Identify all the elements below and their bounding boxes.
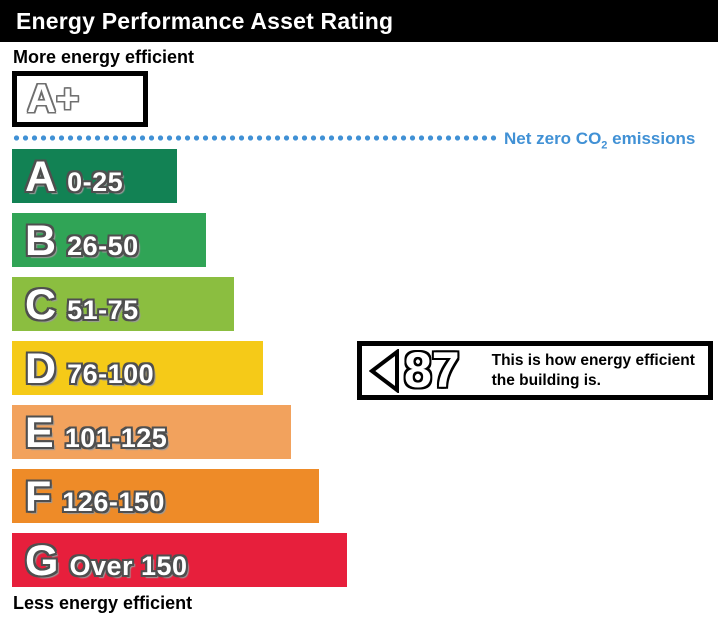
- band-d-range: 76-100: [67, 359, 155, 389]
- band-f-letter: F: [25, 473, 52, 521]
- net-zero-dotted-line: [12, 133, 499, 141]
- less-efficient-label: Less energy efficient: [13, 593, 193, 613]
- chart-title-bar: Energy Performance Asset Rating: [0, 0, 718, 42]
- band-e-bar: E 101-125: [12, 405, 291, 459]
- band-d-letter: D: [25, 345, 57, 393]
- band-a-plus-label: A+: [27, 77, 80, 121]
- more-efficient-label: More energy efficient: [13, 47, 195, 67]
- band-a-range: 0-25: [67, 167, 124, 197]
- band-g-bar: G Over 150: [12, 533, 347, 587]
- band-f-bar: F 126-150: [12, 469, 319, 523]
- band-c-bar: C 51-75: [12, 277, 234, 331]
- rating-caption: This is how energy efficient the buildin…: [492, 351, 695, 390]
- band-c-letter: C: [25, 281, 57, 329]
- band-c-range: 51-75: [67, 295, 139, 325]
- band-g-range: Over 150: [69, 551, 188, 581]
- band-a-plus-box: A+: [12, 71, 148, 127]
- band-a-letter: A: [25, 153, 57, 201]
- band-e-range: 101-125: [64, 423, 168, 453]
- band-b-bar: B 26-50: [12, 213, 206, 267]
- band-b-letter: B: [25, 217, 57, 265]
- rating-caption-line2: the building is.: [491, 371, 601, 389]
- current-rating-value: 87: [404, 341, 460, 398]
- rating-caption-line1: This is how energy efficient: [491, 352, 695, 370]
- net-zero-text-suffix: emissions: [607, 129, 696, 148]
- band-a-bar: A 0-25: [12, 149, 177, 203]
- band-f-range: 126-150: [62, 487, 165, 517]
- net-zero-subscript: 2: [601, 139, 608, 152]
- band-d-bar: D 76-100: [12, 341, 263, 395]
- page-title: Energy Performance Asset Rating: [16, 7, 394, 34]
- band-b-range: 26-50: [67, 231, 139, 261]
- rating-bands: A 0-25 B 26-50 C 51-75 D 76-100 E 101-12…: [12, 149, 347, 597]
- net-zero-emissions-label: Net zero CO2 emissions: [504, 129, 695, 151]
- net-zero-text: Net zero CO: [504, 129, 602, 148]
- current-rating-indicator: 87 This is how energy efficient the buil…: [357, 341, 713, 400]
- band-g-letter: G: [25, 537, 59, 585]
- band-e-letter: E: [25, 409, 54, 457]
- left-arrow-icon: [369, 348, 399, 393]
